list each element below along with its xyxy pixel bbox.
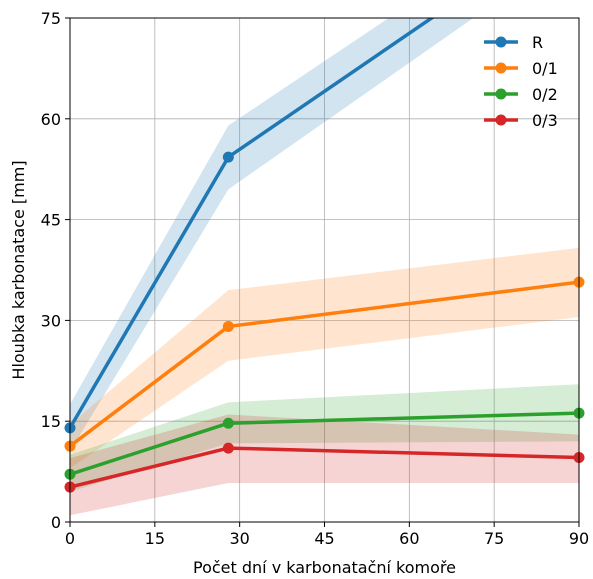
- legend-label-r: R: [532, 33, 543, 52]
- x-tick-label: 30: [229, 529, 249, 548]
- confidence-bands: [70, 18, 579, 516]
- marker-0-2: [222, 417, 234, 429]
- x-tick-label: 75: [484, 529, 504, 548]
- legend-label-0-1: 0/1: [532, 59, 558, 78]
- x-tick-label: 90: [569, 529, 589, 548]
- marker-0-1: [222, 320, 234, 332]
- y-axis-label: Hloubka karbonatace [mm]: [9, 160, 28, 379]
- marker-r: [222, 151, 234, 163]
- band-0-2: [70, 384, 579, 492]
- x-tick-label: 0: [65, 529, 75, 548]
- legend: R 0/1 0/2 0/3: [484, 33, 558, 130]
- y-tick-label: 30: [41, 311, 61, 330]
- y-tick-label: 0: [51, 513, 61, 532]
- x-tick-label: 15: [145, 529, 165, 548]
- axis-ticks: 0 15 30 45 60 75 90 0 15 30 45 60 75: [41, 9, 590, 548]
- x-tick-label: 45: [314, 529, 334, 548]
- legend-marker-0-3: [495, 114, 507, 126]
- legend-label-0-3: 0/3: [532, 111, 558, 130]
- y-tick-label: 15: [41, 412, 61, 431]
- marker-0-3: [222, 442, 234, 454]
- legend-marker-0-1: [495, 62, 507, 74]
- y-tick-label: 75: [41, 9, 61, 28]
- y-tick-label: 60: [41, 110, 61, 129]
- x-tick-label: 60: [399, 529, 419, 548]
- band-0-3: [70, 414, 579, 516]
- x-axis-label: Počet dní v karbonatační komoře: [193, 558, 456, 577]
- series-markers: [64, 151, 585, 493]
- band-0-1: [70, 247, 579, 469]
- y-tick-label: 45: [41, 211, 61, 230]
- band-r: [70, 18, 474, 452]
- legend-label-0-2: 0/2: [532, 85, 558, 104]
- legend-marker-r: [495, 36, 507, 48]
- legend-marker-0-2: [495, 88, 507, 100]
